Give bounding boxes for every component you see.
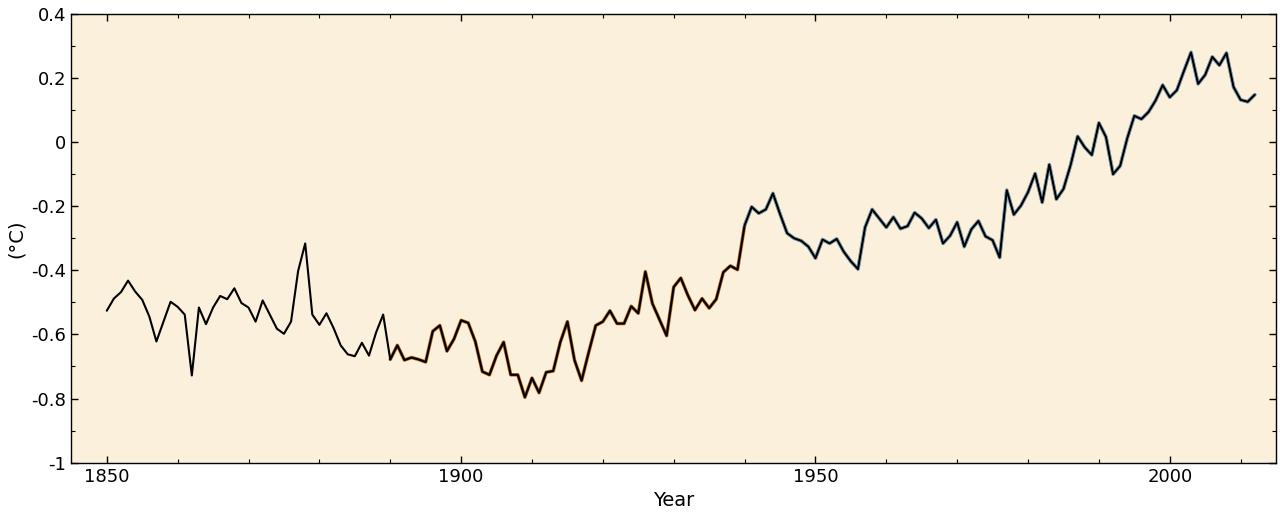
X-axis label: Year: Year <box>653 491 694 510</box>
Y-axis label: (°C): (°C) <box>6 219 26 257</box>
